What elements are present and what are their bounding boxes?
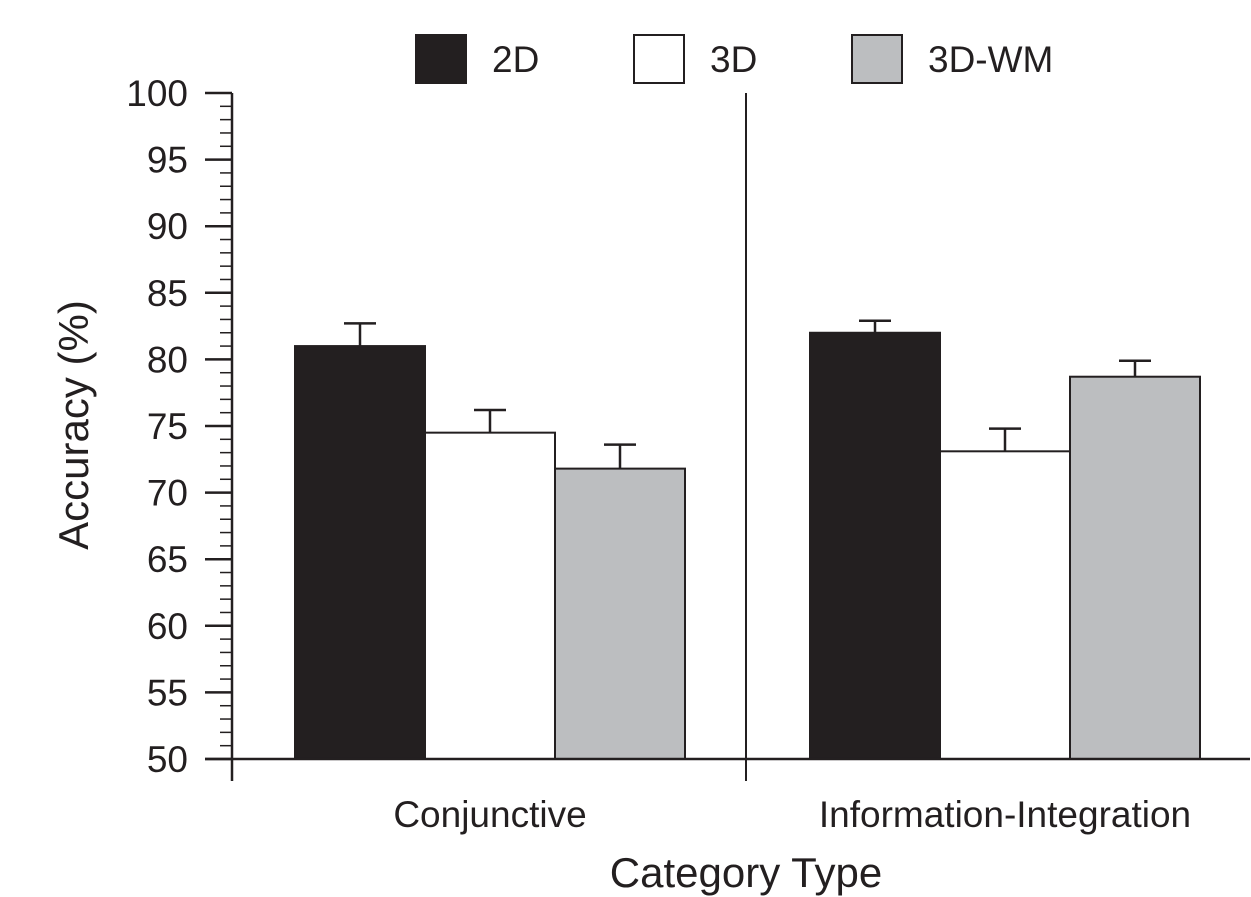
bar-3d-wm-1	[555, 469, 685, 759]
y-tick-label-95: 95	[147, 140, 188, 181]
y-tick-label-90: 90	[147, 206, 188, 247]
legend-swatch-2d	[416, 35, 466, 83]
y-tick-label-60: 60	[147, 606, 188, 647]
legend-label-3d: 3D	[710, 39, 757, 80]
y-tick-label-80: 80	[147, 339, 188, 380]
y-axis-title: Accuracy (%)	[50, 300, 97, 550]
y-tick-label-85: 85	[147, 273, 188, 314]
y-tick-label-55: 55	[147, 672, 188, 713]
bar-3d-1	[425, 433, 555, 759]
bar-3d-wm-2	[1070, 377, 1200, 759]
y-tick-label-70: 70	[147, 473, 188, 514]
bar-3d-2	[940, 451, 1070, 759]
legend-label-3d-wm: 3D-WM	[928, 39, 1053, 80]
y-tick-label-100: 100	[126, 73, 188, 114]
legend-swatch-3d-wm	[852, 35, 902, 83]
y-tick-label-65: 65	[147, 539, 188, 580]
bars-layer	[295, 321, 1200, 759]
y-tick-label-50: 50	[147, 739, 188, 780]
bar-2d-2	[810, 333, 940, 759]
y-tick-label-75: 75	[147, 406, 188, 447]
x-tick-label-information-integration: Information-Integration	[819, 794, 1191, 835]
legend-label-2d: 2D	[492, 39, 539, 80]
legend-swatch-3d	[634, 35, 684, 83]
x-axis-title: Category Type	[610, 849, 882, 896]
legend: 2D 3D 3D-WM	[416, 35, 1053, 83]
x-tick-label-conjunctive: Conjunctive	[393, 794, 586, 835]
bar-2d-1	[295, 346, 425, 759]
